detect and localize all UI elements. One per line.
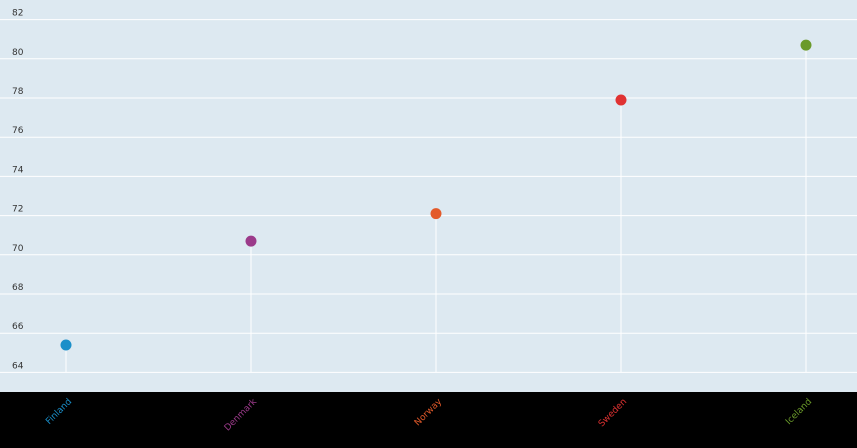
plot-background bbox=[0, 0, 857, 392]
dot bbox=[800, 39, 812, 51]
y-tick-label: 82 bbox=[12, 9, 23, 19]
y-tick-label: 70 bbox=[12, 244, 24, 254]
y-tick-label: 74 bbox=[12, 165, 24, 175]
y-tick-label: 76 bbox=[12, 126, 24, 136]
y-tick-label: 80 bbox=[12, 48, 24, 58]
dot bbox=[60, 339, 72, 351]
y-tick-label: 72 bbox=[12, 205, 23, 215]
dot bbox=[615, 94, 627, 106]
y-tick-label: 66 bbox=[12, 322, 24, 332]
y-tick-label: 68 bbox=[12, 283, 24, 293]
dot bbox=[430, 208, 442, 220]
y-tick-label: 64 bbox=[12, 361, 24, 371]
y-tick-label: 78 bbox=[12, 87, 24, 97]
dot bbox=[245, 235, 257, 247]
x-axis-band bbox=[0, 392, 857, 448]
